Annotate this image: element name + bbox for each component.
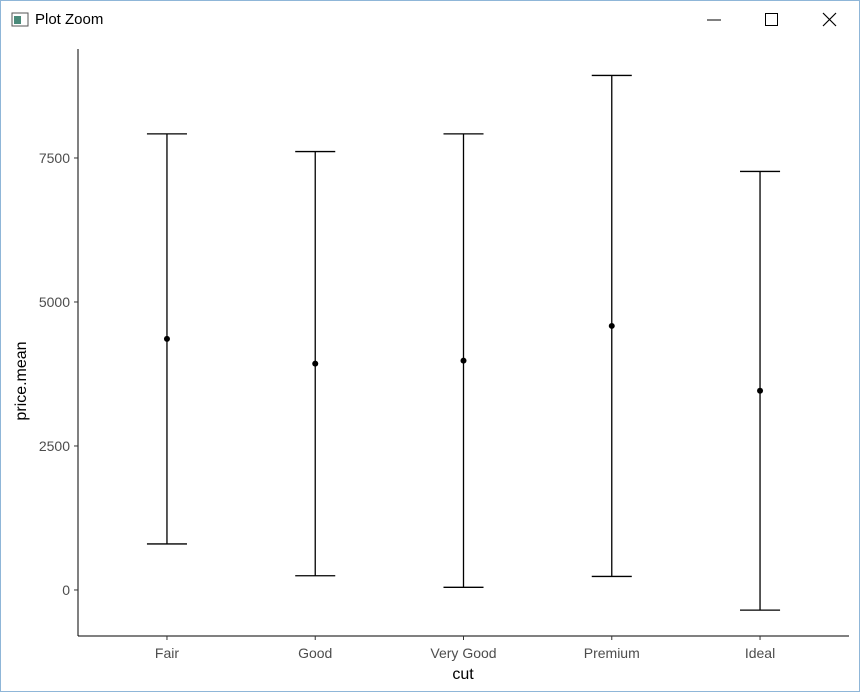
mean-point <box>460 357 467 364</box>
y-tick-label: 5000 <box>39 294 70 310</box>
x-tick-label: Ideal <box>745 645 775 661</box>
close-button[interactable] <box>822 12 837 27</box>
x-tick-label: Premium <box>584 645 640 661</box>
x-tick-label: Very Good <box>430 645 496 661</box>
window-title: Plot Zoom <box>35 11 104 28</box>
title-bar: Plot Zoom <box>1 1 859 39</box>
y-tick-label: 0 <box>62 582 70 598</box>
mean-point <box>312 360 319 367</box>
mean-point <box>163 335 170 342</box>
chart: cut price.mean 0 2500 5000 7500 Fair Good Very… <box>13 49 849 683</box>
maximize-button[interactable] <box>765 13 778 26</box>
y-tick-label: 7500 <box>39 150 70 166</box>
y-tick-label: 2500 <box>39 438 70 454</box>
x-tick-label: Fair <box>155 645 179 661</box>
mean-point <box>608 322 615 329</box>
mean-point <box>757 387 764 394</box>
title-bar-icons <box>11 12 837 27</box>
x-tick-label: Good <box>298 645 332 661</box>
app-icon-fill <box>14 16 21 24</box>
y-axis-label: price.mean <box>13 341 30 420</box>
x-axis-label: cut <box>452 666 474 683</box>
